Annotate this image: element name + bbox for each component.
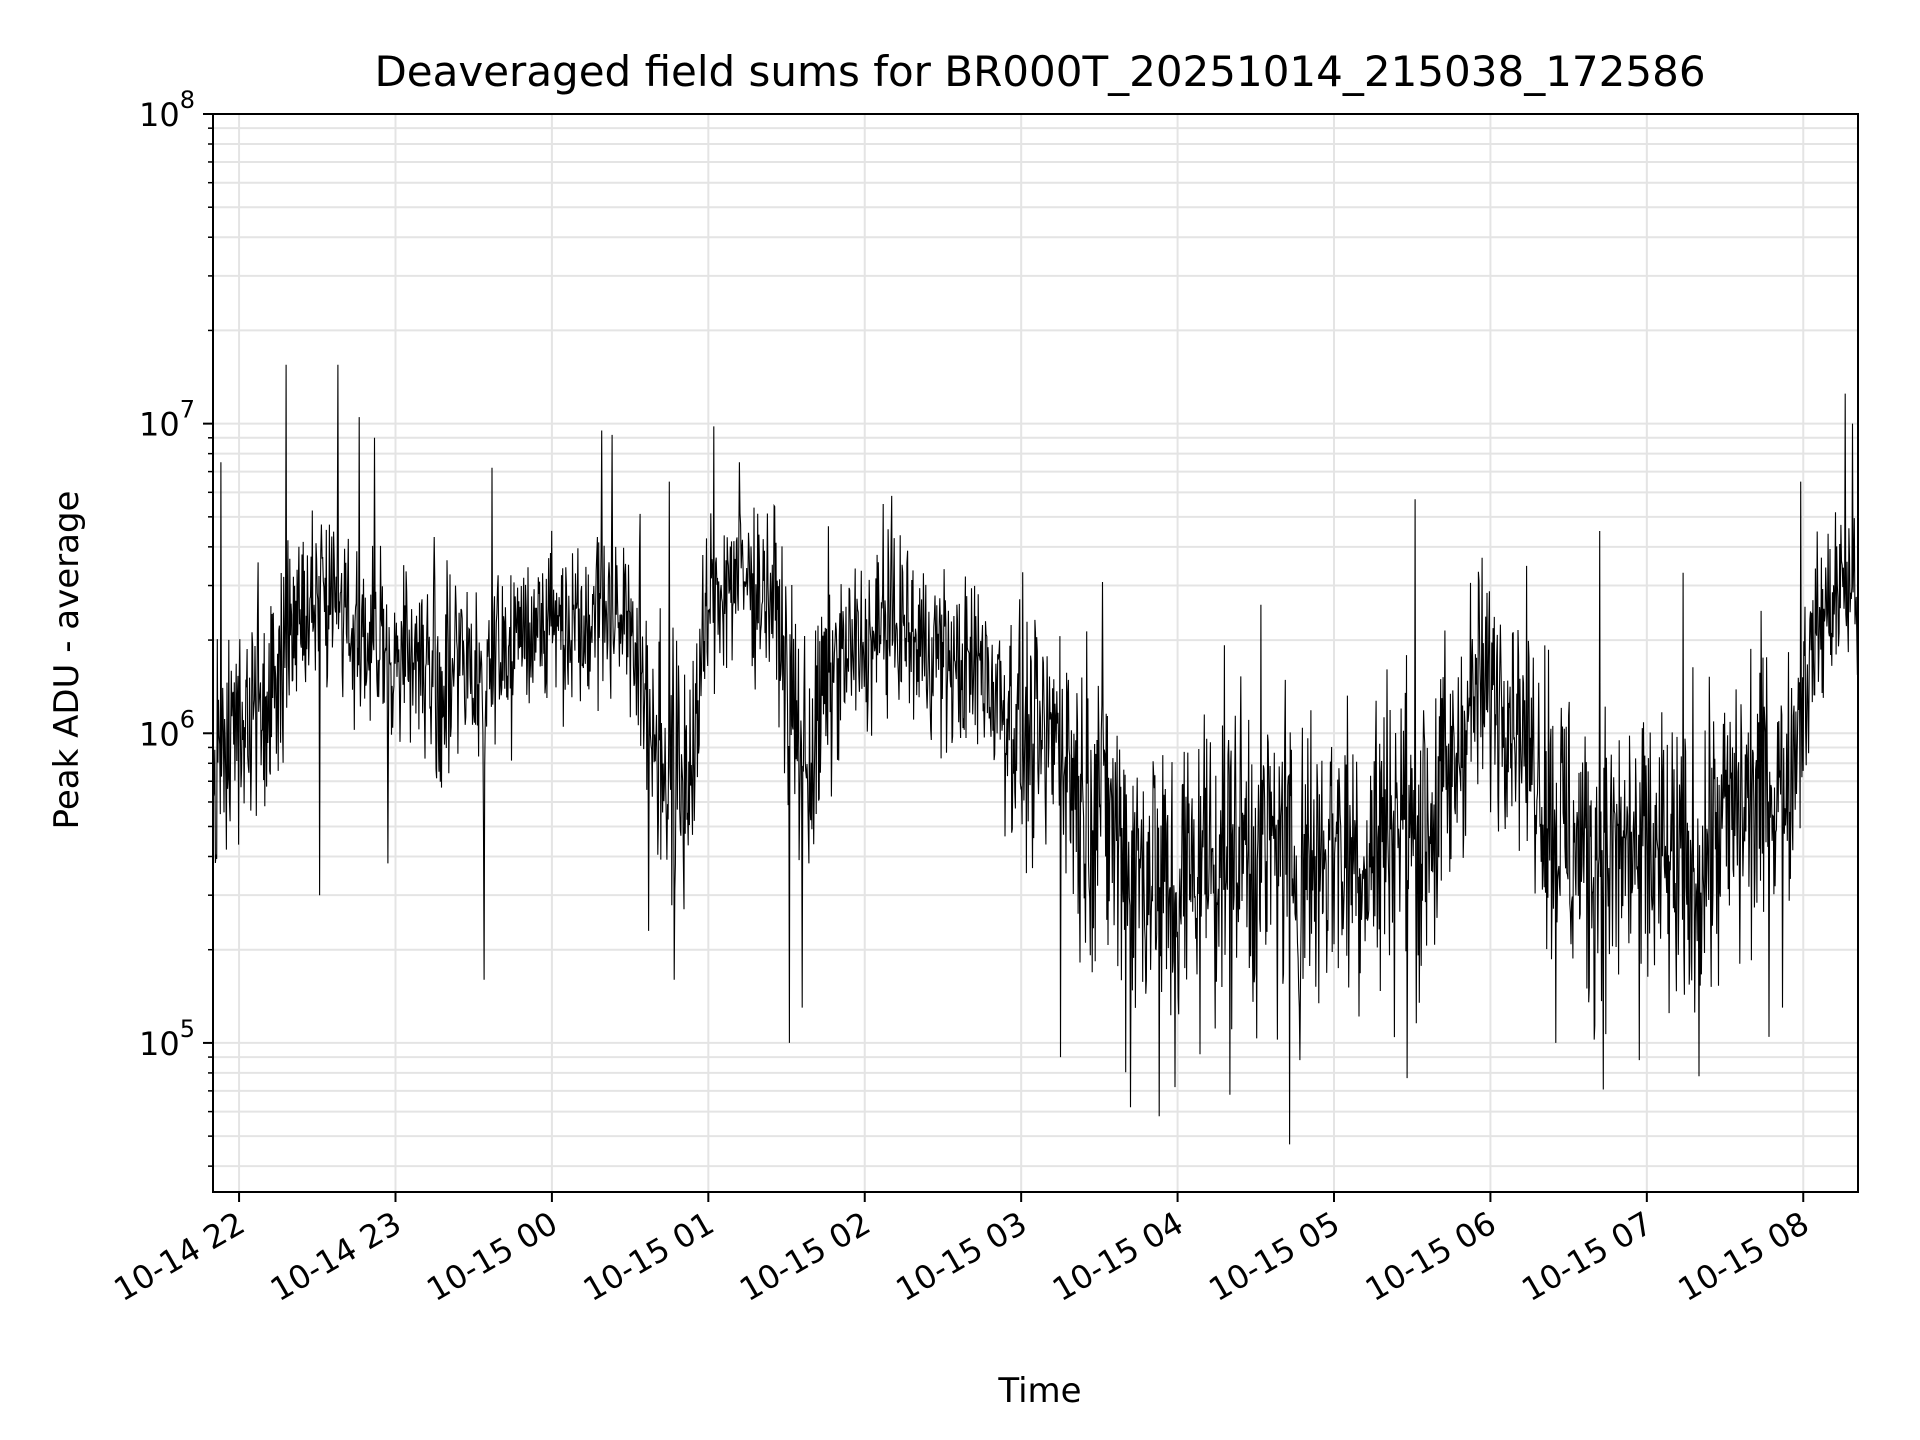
y-axis-label: Peak ADU - average [47, 491, 87, 830]
chart-title: Deaveraged field sums for BR000T_2025101… [374, 47, 1705, 96]
y-tick-exponent: 7 [180, 396, 195, 424]
y-tick-label: 107 [139, 396, 195, 444]
grid-lines [213, 113, 1858, 1192]
y-tick-exponent: 6 [180, 705, 195, 733]
y-tick-base: 10 [139, 715, 180, 753]
plot-area [212, 364, 1859, 1145]
y-tick-label: 108 [139, 86, 195, 134]
y-tick-label: 105 [139, 1015, 195, 1063]
y-tick-exponent: 8 [180, 86, 195, 114]
y-tick-label: 106 [139, 705, 195, 753]
plot-frame [212, 113, 1859, 1193]
x-axis-label: Time [997, 1371, 1081, 1411]
y-tick-base: 10 [139, 406, 180, 444]
series-line [212, 364, 1859, 1145]
y-tick-base: 10 [139, 1025, 180, 1063]
y-tick-base: 10 [139, 96, 180, 134]
y-tick-exponent: 5 [180, 1015, 195, 1043]
